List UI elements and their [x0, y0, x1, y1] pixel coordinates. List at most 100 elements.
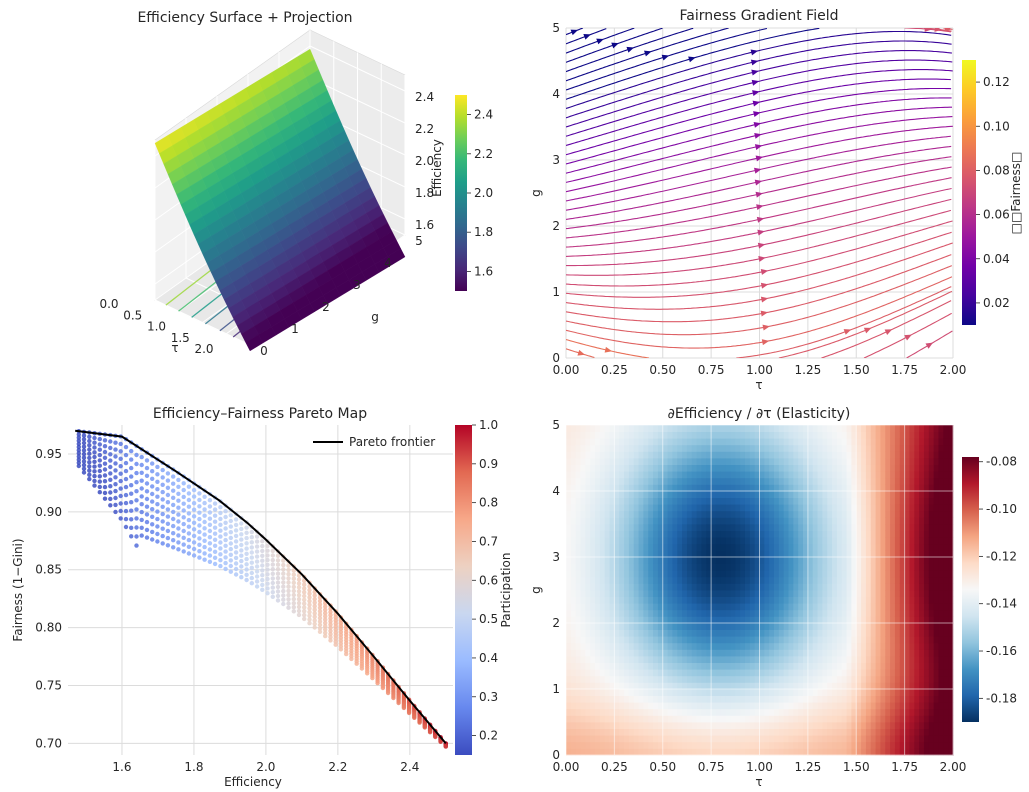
heatmap-cell: [740, 616, 746, 624]
heatmap-cell: [856, 695, 862, 703]
heatmap-cell: [672, 662, 678, 670]
heatmap-cell: [725, 438, 731, 446]
heatmap-cell: [836, 649, 843, 657]
heatmap-cell: [711, 629, 717, 637]
heatmap-cell: [619, 715, 625, 723]
heatmap-cell: [720, 438, 727, 446]
heatmap-cell: [624, 590, 630, 597]
heatmap-cell: [628, 491, 635, 498]
scatter-point: [118, 516, 123, 521]
heatmap-cell: [788, 590, 794, 597]
heatmap-cell: [764, 616, 770, 624]
heatmap-cell: [875, 662, 881, 670]
scatter-point: [97, 458, 103, 463]
scatter-point: [176, 484, 181, 489]
heatmap-cell: [904, 656, 910, 663]
heatmap-cell: [865, 444, 872, 452]
heatmap-cell: [701, 609, 707, 617]
heatmap-cell: [677, 695, 683, 703]
heatmap-cell: [870, 708, 876, 716]
heatmap-cell: [735, 543, 741, 551]
heatmap-cell: [706, 504, 712, 512]
scatter-point: [76, 451, 82, 456]
heatmap-cell: [614, 570, 620, 578]
scatter-point: [87, 438, 92, 444]
participation-scatter: [76, 429, 448, 749]
heatmap-cell: [807, 649, 814, 657]
heatmap-cell: [628, 510, 635, 518]
heatmap-cell: [861, 623, 867, 630]
scatter-point: [129, 457, 134, 462]
heatmap-cell: [778, 702, 785, 710]
heatmap-cell: [846, 675, 852, 683]
heatmap-cell: [643, 629, 649, 637]
heatmap-cell: [836, 510, 843, 518]
heatmap-cell: [686, 649, 693, 657]
heatmap-cell: [793, 557, 799, 564]
heatmap-cell: [783, 656, 789, 663]
heatmap-cell: [822, 517, 828, 525]
heatmap-cell: [696, 596, 702, 604]
heatmap-cell: [764, 471, 770, 479]
heatmap-cell: [798, 623, 804, 630]
heatmap-cell: [672, 708, 678, 716]
heatmap-cell: [633, 497, 639, 505]
pareto-frontier-line: [75, 429, 447, 745]
heatmap-cell: [841, 669, 847, 677]
heatmap-cell: [725, 477, 731, 485]
heatmap-cell: [590, 438, 596, 446]
heatmap-cell: [672, 550, 678, 558]
heatmap-cell: [909, 484, 915, 492]
heatmap-cell: [628, 656, 635, 663]
heatmap-cell: [774, 557, 780, 564]
scatter-point: [134, 516, 139, 521]
heatmap-cell: [894, 563, 901, 571]
heatmap-cell: [585, 616, 591, 624]
scatter-point: [197, 497, 202, 503]
heatmap-cell: [628, 497, 635, 505]
scatter-point: [328, 635, 333, 640]
heatmap-cell: [624, 557, 630, 564]
heatmap-cell: [570, 550, 577, 558]
heatmap-cell: [590, 669, 596, 677]
heatmap-cell: [720, 715, 727, 723]
scatter-point: [123, 468, 129, 474]
heatmap-cell: [628, 702, 635, 710]
scatter-point: [165, 528, 171, 534]
heatmap-cell: [832, 530, 838, 538]
heatmap-cell: [624, 735, 630, 743]
heatmap-cell: [851, 491, 857, 498]
heatmap-cell: [715, 583, 722, 591]
heatmap-cell: [667, 524, 673, 531]
heatmap-cell: [909, 616, 915, 624]
heatmap-cell: [759, 497, 765, 505]
scatter-point: [281, 588, 286, 594]
heatmap-cell: [793, 464, 799, 472]
scatter-point: [223, 555, 228, 560]
heatmap-cell: [619, 603, 625, 611]
heatmap-cell: [599, 576, 606, 584]
heatmap-cell: [778, 636, 785, 644]
heatmap-cell: [585, 728, 591, 736]
stream-x-tick-label: 2.00: [940, 363, 967, 377]
heatmap-cell: [624, 484, 630, 492]
heatmap-cell: [754, 471, 760, 479]
heatmap-cell: [648, 425, 654, 432]
heatmap-cell: [827, 596, 833, 604]
heatmap-cell: [662, 682, 668, 690]
heatmap-cell: [643, 557, 649, 564]
heatmap-cell: [885, 444, 891, 452]
heatmap-cell: [633, 557, 639, 564]
heatmap-cell: [778, 695, 785, 703]
heatmap-cell: [614, 609, 620, 617]
heatmap-cell: [832, 728, 838, 736]
heatmap-cell: [701, 708, 707, 716]
heatmap-cell: [604, 517, 610, 525]
heatmap-cell: [832, 438, 838, 446]
heatmap-cell: [580, 590, 586, 597]
heatmap-cell: [730, 491, 736, 498]
heatmap-cell: [566, 458, 572, 465]
heatmap-cell: [870, 438, 876, 446]
heatmap-cell: [827, 623, 833, 630]
streamline: [566, 28, 768, 91]
